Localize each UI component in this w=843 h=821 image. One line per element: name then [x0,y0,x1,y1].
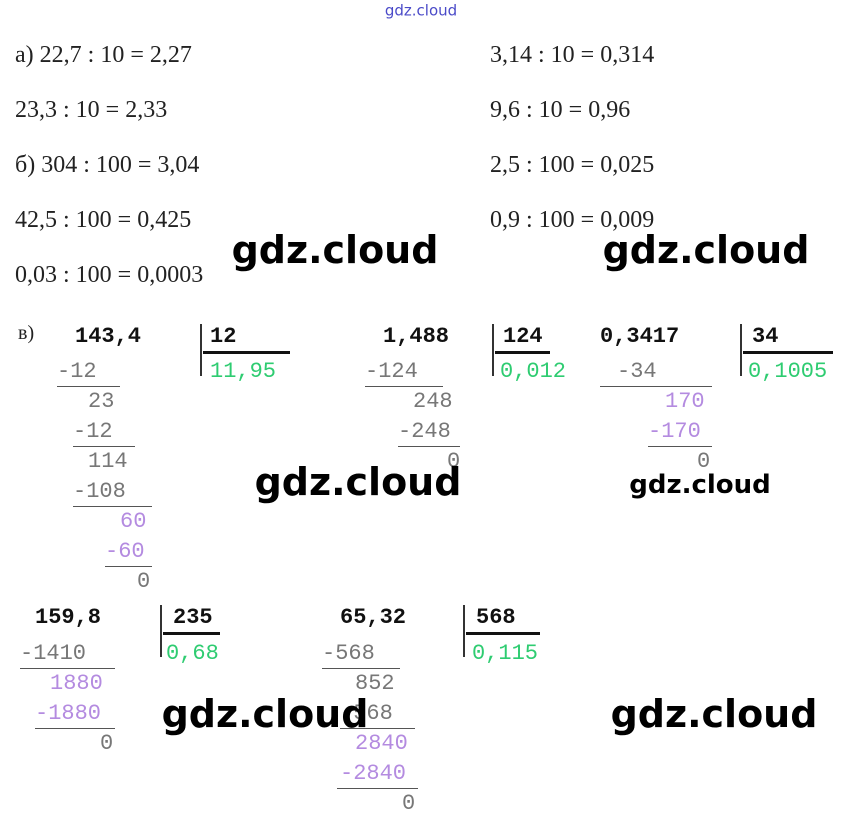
step-underline [20,668,115,669]
quotient: 0,1005 [748,359,828,384]
watermark: gdz.cloud [610,692,818,736]
divisor-underline [743,351,833,354]
quotient: 0,012 [500,359,567,384]
dividend: 65,32 [340,605,407,630]
header-watermark: gdz.cloud [384,1,458,20]
step-underline [340,728,415,729]
equation: 3,14 : 10 = 0,314 [490,42,655,68]
division-step: -2840 [340,761,407,786]
divisor: 124 [503,324,543,349]
divisor: 12 [210,324,237,349]
division-step: 0 [697,449,711,474]
watermark: gdz.cloud [231,228,439,272]
division-step: -34 [617,359,657,384]
division-step: 248 [413,389,453,414]
watermark: gdz.cloud [161,692,369,736]
divisor-underline [495,351,550,354]
divisor: 34 [752,324,779,349]
dividend: 159,8 [35,605,102,630]
watermark: gdz.cloud [254,460,462,504]
division-step: 852 [355,671,395,696]
divisor-underline [163,632,220,635]
quotient: 0,115 [472,641,539,666]
dividend: 143,4 [75,324,142,349]
equation: 2,5 : 100 = 0,025 [490,152,655,178]
equation: 23,3 : 10 = 2,33 [15,97,168,123]
equation: 9,6 : 10 = 0,96 [490,97,631,123]
step-underline [365,386,443,387]
watermark: gdz.cloud [602,228,810,272]
step-underline [73,506,152,507]
division-step: -124 [365,359,418,384]
division-step: -1880 [35,701,102,726]
division-step: 114 [88,449,128,474]
step-underline [398,446,460,447]
dividend: 0,3417 [600,324,680,349]
step-underline [600,386,712,387]
equation: а) 22,7 : 10 = 2,27 [15,42,192,68]
watermark: gdz.cloud [629,470,771,500]
division-step: 23 [88,389,115,414]
division-bar [160,605,162,657]
step-underline [648,446,712,447]
division-step: -108 [73,479,126,504]
equation: б) 304 : 100 = 3,04 [15,152,200,178]
divisor: 568 [476,605,516,630]
step-underline [73,446,135,447]
quotient: 11,95 [210,359,277,384]
division-step: 1880 [50,671,103,696]
divisor-underline [203,351,290,354]
step-underline [35,728,115,729]
division-step: -568 [322,641,375,666]
division-step: 60 [120,509,147,534]
step-underline [337,788,418,789]
step-underline [105,566,152,567]
division-step: -12 [57,359,97,384]
equation: 0,03 : 100 = 0,0003 [15,262,204,288]
step-underline [57,386,120,387]
division-step: 0 [402,791,416,816]
division-bar [492,324,494,376]
divisor-underline [466,632,540,635]
division-step: 0 [100,731,114,756]
part-label: в) [18,322,35,344]
division-bar [740,324,742,376]
division-step: -568 [340,701,393,726]
division-bar [200,324,202,376]
division-step: -170 [648,419,701,444]
equation: 0,9 : 100 = 0,009 [490,207,655,233]
step-underline [322,668,400,669]
division-step: 0 [137,569,151,594]
equation: 42,5 : 100 = 0,425 [15,207,192,233]
division-step: -60 [105,539,145,564]
division-step: -248 [398,419,451,444]
quotient: 0,68 [166,641,219,666]
divisor: 235 [173,605,213,630]
division-step: 170 [665,389,705,414]
division-bar [463,605,465,657]
division-step: 2840 [355,731,408,756]
division-step: -1410 [20,641,87,666]
division-step: -12 [73,419,113,444]
division-step: 0 [447,449,461,474]
dividend: 1,488 [383,324,450,349]
